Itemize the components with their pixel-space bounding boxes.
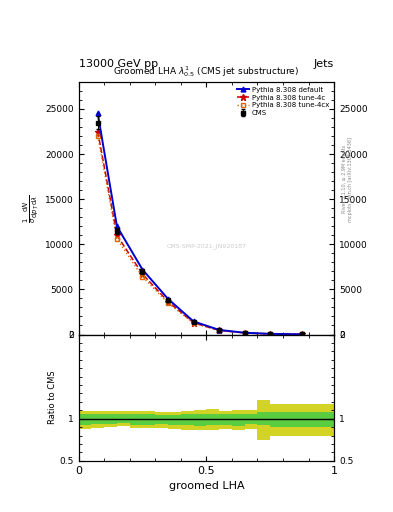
Pythia 8.308 tune-4cx <box>140 274 145 280</box>
Text: mcplots.cern.ch [arXiv:1306.3436]: mcplots.cern.ch [arXiv:1306.3436] <box>348 137 353 222</box>
Pythia 8.308 default <box>166 296 171 302</box>
Pythia 8.308 tune-4c <box>140 271 145 277</box>
Pythia 8.308 default <box>300 331 305 337</box>
Pythia 8.308 tune-4c <box>268 331 272 337</box>
Pythia 8.308 tune-4c <box>300 331 305 337</box>
Text: Jets: Jets <box>314 59 334 69</box>
Pythia 8.308 default <box>140 266 145 272</box>
Y-axis label: $\frac{1}{\sigma}\frac{\mathrm{d}N}{\mathrm{d}p_T\,\mathrm{d}\lambda}$: $\frac{1}{\sigma}\frac{\mathrm{d}N}{\mat… <box>22 194 41 223</box>
Text: Groomed LHA $\lambda^{1}_{0.5}$ (CMS jet substructure): Groomed LHA $\lambda^{1}_{0.5}$ (CMS jet… <box>113 65 299 79</box>
Pythia 8.308 tune-4c <box>242 330 247 336</box>
Pythia 8.308 tune-4cx <box>268 331 272 337</box>
Pythia 8.308 tune-4cx <box>95 133 100 139</box>
Pythia 8.308 tune-4cx <box>191 320 196 326</box>
Pythia 8.308 default <box>217 327 222 333</box>
Pythia 8.308 default <box>242 330 247 336</box>
Pythia 8.308 default <box>115 223 119 229</box>
Pythia 8.308 tune-4c <box>191 319 196 326</box>
Pythia 8.308 tune-4cx <box>300 331 305 337</box>
Text: CMS-SMP-2021_JN920187: CMS-SMP-2021_JN920187 <box>166 243 246 249</box>
Pythia 8.308 tune-4cx <box>242 330 247 336</box>
Y-axis label: Ratio to CMS: Ratio to CMS <box>48 371 57 424</box>
Pythia 8.308 default <box>95 111 100 117</box>
Line: Pythia 8.308 tune-4cx: Pythia 8.308 tune-4cx <box>95 134 304 336</box>
Pythia 8.308 tune-4cx <box>115 236 119 242</box>
Pythia 8.308 tune-4c <box>95 129 100 135</box>
Pythia 8.308 default <box>191 318 196 325</box>
Legend: Pythia 8.308 default, Pythia 8.308 tune-4c, Pythia 8.308 tune-4cx, CMS: Pythia 8.308 default, Pythia 8.308 tune-… <box>235 86 331 117</box>
Text: 13000 GeV pp: 13000 GeV pp <box>79 59 158 69</box>
Line: Pythia 8.308 tune-4c: Pythia 8.308 tune-4c <box>95 129 305 337</box>
Pythia 8.308 tune-4c <box>217 327 222 333</box>
Pythia 8.308 tune-4c <box>115 232 119 239</box>
Pythia 8.308 tune-4cx <box>166 300 171 306</box>
Pythia 8.308 default <box>268 331 272 337</box>
Line: Pythia 8.308 default: Pythia 8.308 default <box>95 111 305 337</box>
Pythia 8.308 tune-4c <box>166 298 171 305</box>
Text: Rivet 3.1.10, ≥ 2.9M events: Rivet 3.1.10, ≥ 2.9M events <box>342 145 347 214</box>
X-axis label: groomed LHA: groomed LHA <box>169 481 244 491</box>
Pythia 8.308 tune-4cx <box>217 328 222 334</box>
